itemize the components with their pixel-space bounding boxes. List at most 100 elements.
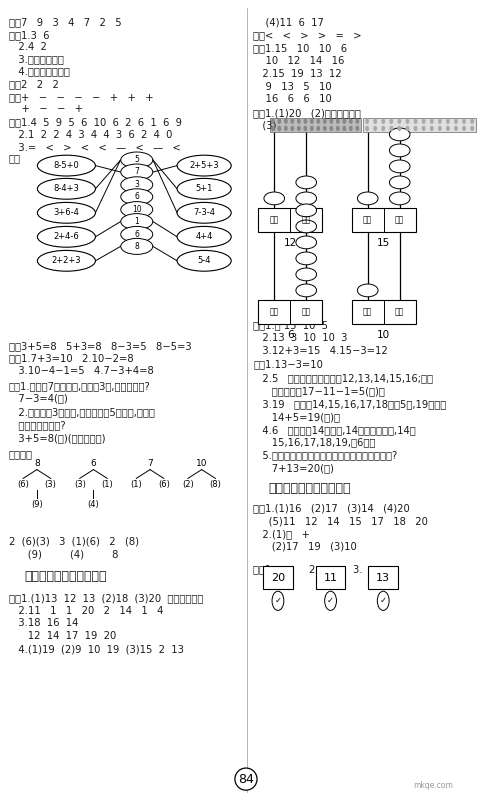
Text: 11: 11 (324, 573, 338, 582)
Text: 一、1.(1)16   (2)17   (3)14   (4)20: 一、1.(1)16 (2)17 (3)14 (4)20 (253, 503, 410, 514)
Ellipse shape (121, 226, 153, 242)
Text: (4)11  6  17: (4)11 6 17 (253, 18, 324, 27)
Ellipse shape (389, 192, 410, 205)
Circle shape (430, 119, 433, 123)
Text: (9): (9) (31, 499, 43, 509)
Text: 四、1.(1)20   (2)自己画一画。: 四、1.(1)20 (2)自己画一画。 (253, 108, 361, 118)
Ellipse shape (177, 226, 231, 247)
Text: 七、: 七、 (9, 154, 21, 163)
Ellipse shape (177, 178, 231, 199)
Ellipse shape (358, 284, 378, 297)
Text: 12  14  17  19  20: 12 14 17 19 20 (9, 631, 116, 642)
Text: 6: 6 (287, 330, 293, 341)
Circle shape (350, 119, 352, 123)
Circle shape (471, 126, 474, 130)
Text: 十位: 十位 (269, 307, 279, 317)
Text: 3.=   <   >   <   <   —   <   —   <: 3.= < > < < — < — < (9, 143, 181, 154)
Text: 3.18  16  14: 3.18 16 14 (9, 618, 78, 629)
Circle shape (298, 119, 300, 123)
Text: (9)         (4)         8: (9) (4) 8 (9, 550, 118, 560)
Text: (3): (3) (74, 479, 86, 489)
Circle shape (271, 126, 274, 130)
Ellipse shape (389, 128, 410, 141)
Bar (369, 566, 398, 589)
Circle shape (291, 126, 293, 130)
Text: 第六单元基础达标检测卷: 第六单元基础达标检测卷 (24, 570, 107, 583)
Text: 6: 6 (134, 192, 139, 202)
Circle shape (374, 119, 376, 123)
Circle shape (311, 126, 313, 130)
Text: 6: 6 (134, 230, 139, 239)
Text: 8: 8 (34, 459, 40, 469)
Text: 个位: 个位 (395, 215, 404, 225)
Ellipse shape (296, 204, 317, 217)
Text: 五、+   −   −   −   −   +   +   +: 五、+ − − − − + + + (9, 92, 153, 102)
Text: 4+4: 4+4 (196, 232, 213, 242)
Text: 9   13   5   10: 9 13 5 10 (253, 82, 332, 92)
Ellipse shape (296, 284, 317, 297)
Circle shape (398, 126, 401, 130)
Text: (5)11   12   14   15   17   18   20: (5)11 12 14 15 17 18 20 (253, 516, 428, 526)
Ellipse shape (177, 155, 231, 176)
Ellipse shape (296, 192, 317, 205)
Text: 84: 84 (238, 773, 254, 786)
Text: 六、1.4  5  9  5  6  10  6  2  6  1  6  9: 六、1.4 5 9 5 6 10 6 2 6 1 6 9 (9, 118, 182, 127)
Text: 8: 8 (134, 242, 139, 251)
Text: 2.4  2: 2.4 2 (9, 42, 47, 53)
Circle shape (324, 119, 326, 123)
Text: 十位: 十位 (363, 307, 373, 317)
Text: (4): (4) (88, 499, 99, 509)
Circle shape (330, 126, 333, 130)
Text: 一、1.(1)13  12  13  (2)18  (3)20  认真圆一圆。: 一、1.(1)13 12 13 (2)18 (3)20 认真圆一圆。 (9, 593, 203, 603)
Text: 二、7   9   3   4   7   2   5: 二、7 9 3 4 7 2 5 (9, 18, 122, 27)
Ellipse shape (121, 177, 153, 193)
Text: 3.12+3=15   4.15−3=12: 3.12+3=15 4.15−3=12 (253, 346, 388, 355)
Text: 六、1.13−3=10: 六、1.13−3=10 (253, 359, 323, 370)
Ellipse shape (37, 226, 96, 247)
Circle shape (398, 119, 401, 123)
Circle shape (298, 126, 300, 130)
Text: 3.给小羊涂色。: 3.给小羊涂色。 (9, 54, 64, 64)
Text: (1): (1) (130, 479, 142, 489)
Text: 八、3+5=8   5+3=8   8−3=5   8−5=3: 八、3+5=8 5+3=8 8−3=5 8−5=3 (9, 341, 191, 350)
Circle shape (337, 119, 339, 123)
Text: 15: 15 (377, 238, 390, 249)
Text: 5+1: 5+1 (196, 184, 213, 194)
Text: 3+5=8(个)(答案不唯一): 3+5=8(个)(答案不唯一) (9, 433, 106, 443)
Text: 五、1.圆 15  10  5: 五、1.圆 15 10 5 (253, 320, 328, 330)
Text: 3.19   分析：14,15,16,17,18正好5天,19日吧：: 3.19 分析：14,15,16,17,18正好5天,19日吧： (253, 399, 447, 409)
Text: 3+6-4: 3+6-4 (53, 208, 79, 218)
Circle shape (278, 119, 280, 123)
Text: 3.10−4−1=5   4.7−3+4=8: 3.10−4−1=5 4.7−3+4=8 (9, 366, 153, 376)
Text: 15,16,17,18,19,兲6页。: 15,16,17,18,19,兲6页。 (253, 438, 375, 447)
Text: 2.小猴摘了3个桃子,树上还剩刷5个桃子,原来树: 2.小猴摘了3个桃子,树上还剩刷5个桃子,原来树 (9, 407, 155, 418)
Text: 十、1.一共有7只小鸭子,岸上有3只,河里有几只?: 十、1.一共有7只小鸭子,岸上有3只,河里有几只? (9, 381, 150, 390)
Bar (316, 566, 345, 589)
Bar (269, 118, 361, 132)
Bar (258, 300, 322, 324)
Circle shape (284, 126, 287, 130)
Circle shape (343, 126, 346, 130)
Ellipse shape (121, 189, 153, 205)
Text: 二、1.           2.           3.: 二、1. 2. 3. (253, 564, 363, 574)
Text: 20: 20 (271, 573, 285, 582)
Text: 2+5+3: 2+5+3 (189, 161, 219, 170)
Ellipse shape (37, 178, 96, 199)
Text: 10: 10 (132, 205, 141, 214)
Ellipse shape (121, 164, 153, 180)
Circle shape (439, 119, 441, 123)
Text: 4.6   分析：从14页读起,14页也包含在内,14、: 4.6 分析：从14页读起,14页也包含在内,14、 (253, 425, 416, 435)
Text: 2.15  19  13  12: 2.15 19 13 12 (253, 69, 342, 78)
Text: 2.1  2  2  4  3  4  4  3  6  2  4  0: 2.1 2 2 4 3 4 4 3 6 2 4 0 (9, 130, 172, 141)
Circle shape (343, 119, 346, 123)
Circle shape (366, 126, 369, 130)
Ellipse shape (296, 220, 317, 233)
Circle shape (304, 126, 307, 130)
Text: 2+4-6: 2+4-6 (54, 232, 79, 242)
Circle shape (304, 119, 307, 123)
Circle shape (350, 126, 352, 130)
Circle shape (439, 126, 441, 130)
Bar (258, 208, 322, 232)
Circle shape (406, 119, 409, 123)
Text: 2.11   1   1   20   2   14   1   4: 2.11 1 1 20 2 14 1 4 (9, 606, 163, 616)
